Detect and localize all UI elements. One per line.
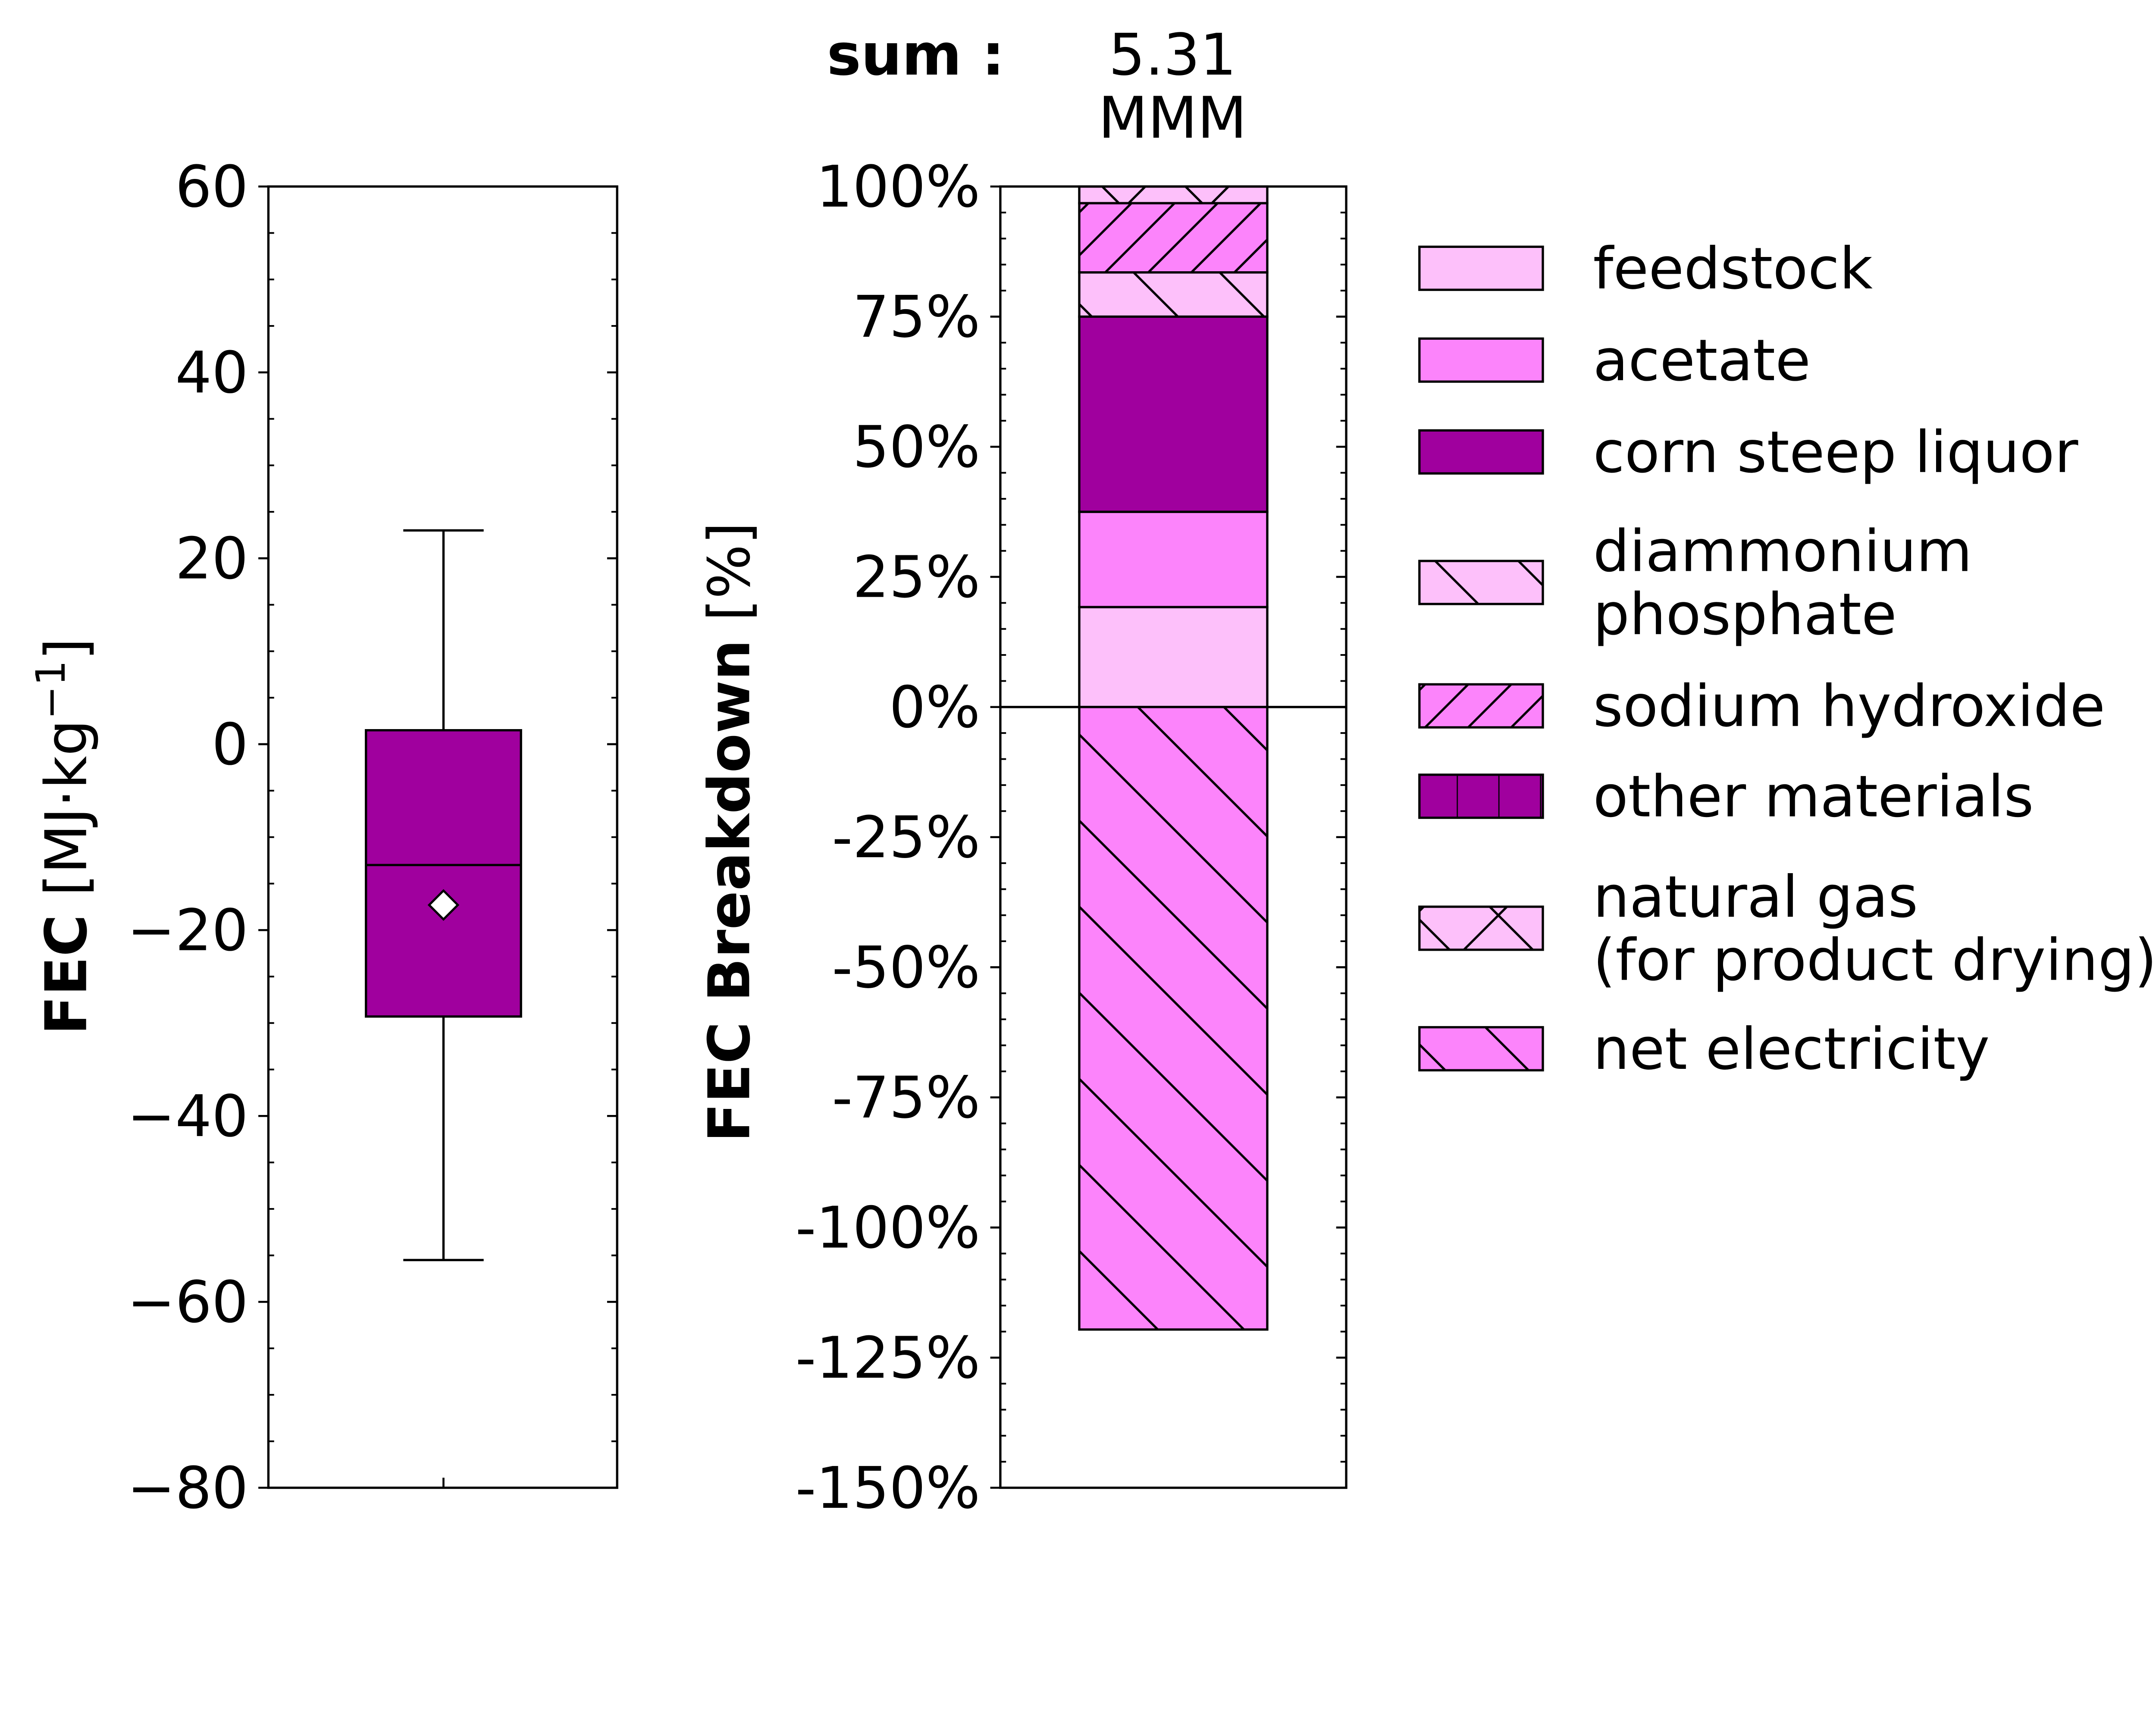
legend-swatch [1419,247,1543,290]
breakdown-y-axis-label-unit: [%] [696,522,763,621]
legend-swatch-outline [1418,337,1544,383]
box-y-tick-labels: 60 40 20 0 −20 −40 −60 −80 [127,153,248,1522]
legend-item-feedstock: feedstock [1418,235,1873,302]
legend-swatch-outline [1418,683,1544,729]
legend-item-natural-gas-for-product-drying-: natural gas(for product drying) [1418,864,2156,994]
legend-label: diammonium [1593,518,1972,585]
legend-item-corn-steep-liquor: corn steep liquor [1418,419,2078,486]
legend-item-acetate: acetate [1418,327,1811,394]
legend-swatch-hatch [1419,1027,1543,1071]
legend-label: acetate [1593,327,1811,394]
legend-item-sodium-hydroxide: sodium hydroxide [1418,673,2106,740]
box-y-tick-label: −80 [127,1455,248,1522]
legend-label: corn steep liquor [1593,419,2078,486]
box-y-tick-label: 0 [212,711,248,778]
box-y-axis-label-exponent: −1 [28,660,74,719]
breakdown-y-tick-label: 0% [889,674,980,741]
legend-label: natural gas [1593,864,1918,930]
segment-hatch-net-electricity [1079,707,1267,1330]
breakdown-y-tick-label: -150% [796,1455,981,1522]
box-y-axis-label-bold: FEC [33,914,100,1035]
legend-swatch-hatch [1419,774,1543,818]
breakdown-y-tick-labels: 100% 75% 50% 25% 0% -25% -50% -75% -100% -125% -15… [796,153,981,1522]
breakdown-y-tick-label: -125% [796,1325,981,1391]
breakdown-y-tick-label: 25% [852,544,980,611]
breakdown-y-tick-label: 100% [816,153,981,220]
legend-swatch-outline [1418,774,1544,819]
legend-swatch-outline [1418,1026,1544,1071]
legend-item-other-materials: other materials [1418,763,2034,830]
box-y-axis-label-unit: [MJ·kg [33,720,100,896]
legend-label: sodium hydroxide [1593,673,2106,740]
breakdown-y-tick-label: 75% [852,284,980,351]
legend-label: phosphate [1593,581,1897,648]
legend-label: other materials [1593,763,2034,830]
legend-swatch-outline [1418,560,1544,605]
segment-hatch-diammonium-phosphate [1079,272,1267,317]
box-iqr [365,729,522,1018]
sum-unit: MMM [1098,85,1247,151]
legend-swatch [1419,338,1543,382]
breakdown-stacked-bar [1078,185,1269,1331]
box-mean-marker [427,889,460,921]
legend-swatch-outline [1418,905,1544,951]
segment-hatch-sodium-hydroxide [1079,203,1267,272]
breakdown-y-tick-label: -100% [796,1195,981,1262]
legend-swatch-outline [1418,245,1544,291]
box-y-tick-label: 60 [175,153,248,220]
breakdown-y-tick-label: -50% [832,934,980,1001]
legend-label: net electricity [1593,1016,1990,1083]
sum-value: 5.31 [1109,22,1236,88]
breakdown-y-tick-label: 50% [852,414,980,481]
breakdown-y-tick-label: -75% [832,1065,980,1131]
segment-acetate [1079,512,1267,607]
legend-label: (for product drying) [1593,927,2156,994]
breakdown-frame [999,185,1348,1489]
segment-corn-steep-liquor [1079,316,1267,512]
legend: feedstock acetate corn steep liquor diammon… [1418,235,2156,1083]
legend-item-net-electricity: net electricity [1418,1016,1990,1083]
breakdown-y-tick-label: -25% [832,804,980,871]
box-y-tick-label: −60 [127,1269,248,1336]
box-y-axis-label-close: ] [33,638,100,660]
breakdown-y-axis-label: FEC Breakdown [%] [696,522,763,1143]
segment-feedstock [1079,607,1267,707]
sum-label: sum : [827,22,1005,88]
box-y-axis [258,185,617,1489]
box-y-tick-label: 20 [175,525,248,592]
box-plot-panel: 60 40 20 0 −20 −40 −60 −80 FEC [MJ·kg−1] [28,153,618,1522]
box-y-tick-label: 40 [175,339,248,406]
breakdown-panel: 100% 75% 50% 25% 0% -25% -50% -75% -100% -125% -15… [696,22,2156,1522]
box-y-axis-label: FEC [MJ·kg−1] [28,638,100,1035]
segment-hatch-natural-gas-for-product-drying- [1079,186,1267,204]
breakdown-y-axis-label-bold: FEC Breakdown [696,639,763,1142]
box-y-tick-label: −40 [127,1083,248,1150]
legend-swatch-hatch [1419,684,1543,728]
box-y-tick-label: −20 [127,897,248,964]
legend-swatch [1419,430,1543,474]
legend-swatch-outline [1418,429,1544,475]
legend-label: feedstock [1593,235,1873,302]
legend-swatch-hatch [1419,906,1543,950]
legend-swatch-hatch [1419,561,1543,604]
